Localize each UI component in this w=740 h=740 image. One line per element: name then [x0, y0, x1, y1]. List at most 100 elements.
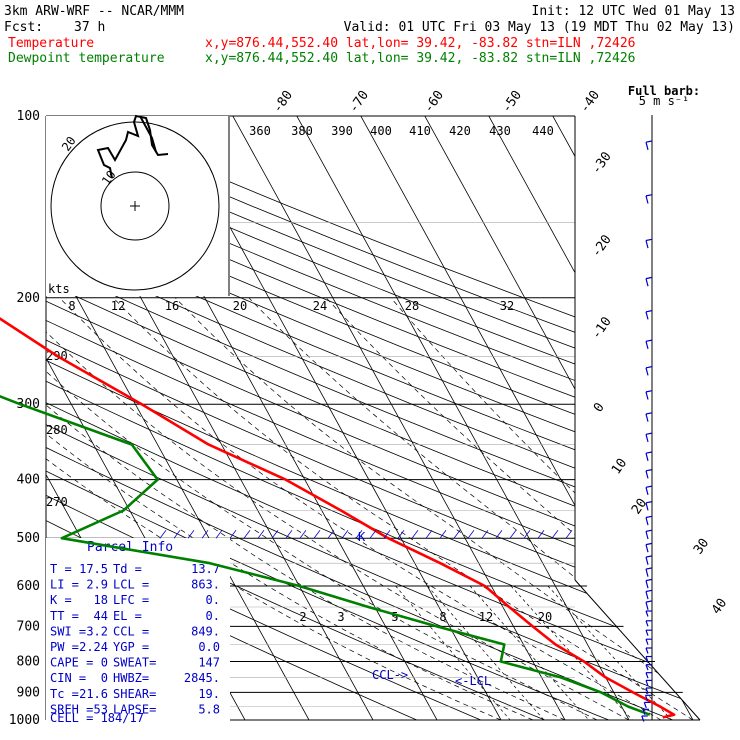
wind-barb [645, 310, 653, 313]
isotherm-line [296, 116, 630, 720]
wind-barb [645, 412, 653, 415]
moist-adiabat-line [59, 297, 662, 720]
parcel-info-cell: 13.7 [191, 562, 220, 576]
wind-barb [645, 544, 649, 553]
hodograph-trace [139, 115, 157, 153]
level-barb-tick [509, 529, 517, 539]
pressure-tick-label: 200 [17, 291, 40, 306]
frame-diagonal [574, 579, 701, 721]
parcel-info-cell: YGP = [113, 640, 149, 654]
parcel-info-cell: 0. [206, 609, 220, 623]
wind-barb [645, 502, 649, 511]
wind-barb [645, 578, 653, 582]
parcel-info-cell: PW = [50, 640, 79, 654]
mixing-ratio-label-upper: 20 [233, 299, 247, 313]
parcel-info-cell: SWEAT= [113, 656, 156, 670]
mixing-ratio-label-upper: 28 [405, 299, 419, 313]
parcel-info-cell: 2.9 [86, 578, 108, 592]
wind-barb [645, 580, 649, 589]
init-time: Init: 12 UTC Wed 01 May 13 [532, 4, 736, 19]
level-barb-tick [271, 529, 279, 539]
wind-barb [643, 702, 647, 709]
theta-e-label: 270 [46, 495, 68, 509]
mixing-ratio-label-lower: 20 [538, 610, 552, 624]
level-barb-tick [201, 529, 209, 539]
parcel-info-cell: 849. [191, 624, 220, 638]
mixing-ratio-label-upper: 24 [313, 299, 327, 313]
parcel-info-cell: 147 [198, 656, 220, 670]
wind-barb [645, 485, 653, 488]
wind-barb [645, 391, 649, 400]
parcel-info-cell: SWI = [50, 624, 86, 638]
isotherm-label-right: 30 [691, 536, 712, 557]
level-barb-tick [565, 529, 573, 539]
mixing-ratio-label-upper: 12 [111, 299, 125, 313]
parcel-info-cell: 53 [94, 702, 108, 716]
level-barb-tick [425, 529, 433, 539]
parcel-info-cell: EL = [113, 609, 142, 623]
pressure-grid [45, 115, 701, 721]
parcel-info-cell: 21.6 [79, 687, 108, 701]
pressure-tick-label: 900 [17, 685, 40, 700]
wind-barb [641, 715, 645, 722]
wind-barb [645, 555, 653, 558]
theta-label: 430 [489, 124, 511, 138]
wind-barb [645, 620, 649, 627]
level-barb-tick [355, 529, 363, 539]
mixing-ratio-label-lower: 3 [337, 610, 344, 624]
mixing-ratio-label-upper: 16 [165, 299, 179, 313]
mixing-ratio-label-upper: 32 [500, 299, 514, 313]
mixing-ratio-label-lower: 12 [479, 610, 493, 624]
parcel-info-title: Parcel Info [87, 540, 173, 555]
ccl-marker: CCL-> [372, 668, 408, 682]
wind-barb [645, 687, 649, 694]
dry-adiabat-line [46, 116, 700, 720]
parcel-info-cell: LCL = [113, 578, 149, 592]
level-barb-tick [383, 529, 391, 539]
level-barb-tick [299, 529, 307, 539]
wind-barb [645, 568, 649, 577]
parcel-info-cell: 863. [191, 578, 220, 592]
level-barb-tick [215, 529, 223, 539]
parcel-info-cell: 5.8 [198, 702, 220, 716]
wind-barb [645, 656, 649, 663]
mixing-ratio-line [510, 585, 633, 720]
level-barb-tick [397, 529, 405, 539]
wind-barb [645, 432, 653, 435]
sounding-profiles [0, 317, 676, 719]
pressure-tick-label: 800 [17, 655, 40, 670]
level-barb-tick [537, 529, 545, 539]
isotherm-label-right: 20 [629, 496, 650, 517]
hodograph-units: kts [48, 282, 70, 296]
level-barb-tick [257, 529, 265, 539]
wind-barb [645, 638, 649, 645]
forecast-hours: 37 h [74, 20, 105, 35]
parcel-info-cell: SHEAR= [113, 687, 156, 701]
level-barb-tick [467, 529, 475, 539]
wind-barb [645, 517, 649, 526]
k-marker: K [358, 530, 366, 544]
sounding-dewpoint-temperature-line [0, 394, 651, 716]
mixing-ratio-label-upper: 8 [68, 299, 75, 313]
theta-label: 440 [532, 124, 554, 138]
wind-barb [645, 238, 653, 242]
parcel-info-cell: LI = [50, 578, 79, 592]
isotherm-line [46, 116, 310, 720]
theta-label: 390 [331, 124, 353, 138]
wind-barb [645, 591, 649, 600]
wind-barb [645, 529, 653, 532]
level-barb-tick [551, 529, 559, 539]
wind-barb [645, 501, 653, 504]
level-barb-tick [229, 529, 237, 539]
wind-barb [645, 487, 649, 496]
lcl-marker: <-LCL [455, 674, 491, 688]
parcel-info-cell: 2845. [184, 671, 220, 685]
wind-barb [645, 515, 653, 519]
wind-barb [645, 469, 653, 472]
wind-barb [645, 366, 653, 369]
parcel-info-cell: 17.5 [79, 562, 108, 576]
wind-barb [645, 453, 649, 461]
wind-barb [645, 672, 649, 679]
theta-e-label: 280 [46, 423, 68, 437]
parcel-info-cell: T = [50, 562, 72, 576]
